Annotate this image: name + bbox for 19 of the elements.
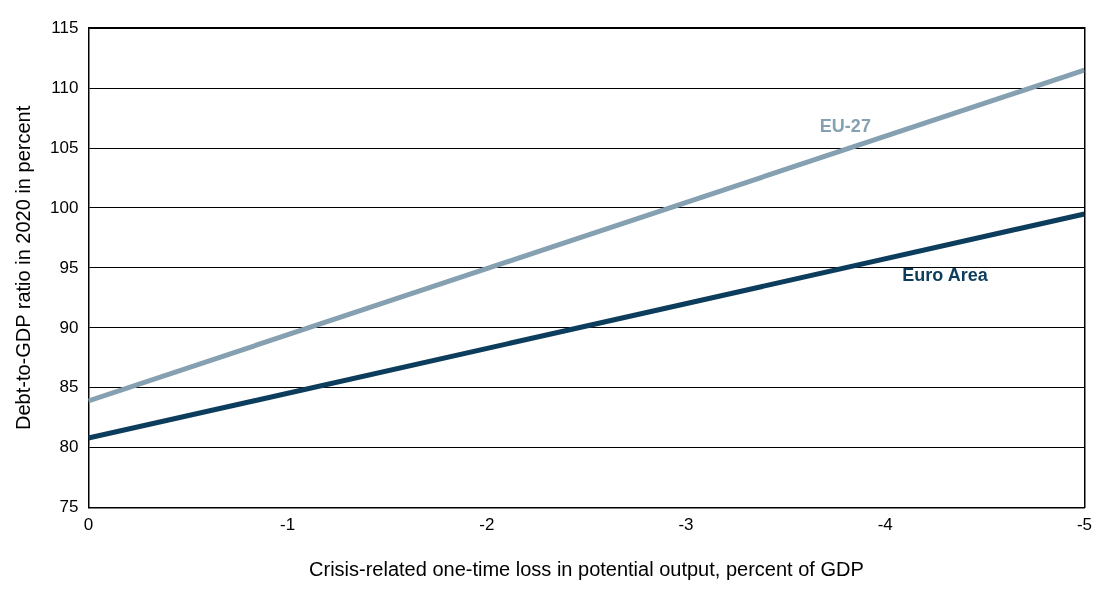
x-tick-label: -4 [877,515,893,535]
x-tick-label: 0 [83,515,94,535]
series-label: EU-27 [819,115,871,136]
y-tick-label: 100 [49,197,79,217]
x-tick-label: -1 [280,515,296,535]
y-tick-label: 80 [59,437,79,457]
series-label: Euro Area [902,265,989,286]
x-tick-label: -5 [1076,515,1092,535]
y-tick-label: 75 [59,497,79,517]
x-axis-title: Crisis-related one-time loss in potential output, percent of GDP [309,557,864,580]
y-tick-label: 85 [59,377,79,397]
y-tick-label: 95 [59,257,79,277]
y-axis-title: Debt-to-GDP ratio in 2020 in percent [11,105,34,431]
y-tick-label: 90 [59,317,79,337]
y-tick-label: 110 [51,77,79,97]
x-tick-label: -3 [678,515,694,535]
x-tick-label: -2 [479,515,495,535]
y-tick-label: 115 [51,17,79,37]
y-tick-label: 105 [49,137,79,157]
